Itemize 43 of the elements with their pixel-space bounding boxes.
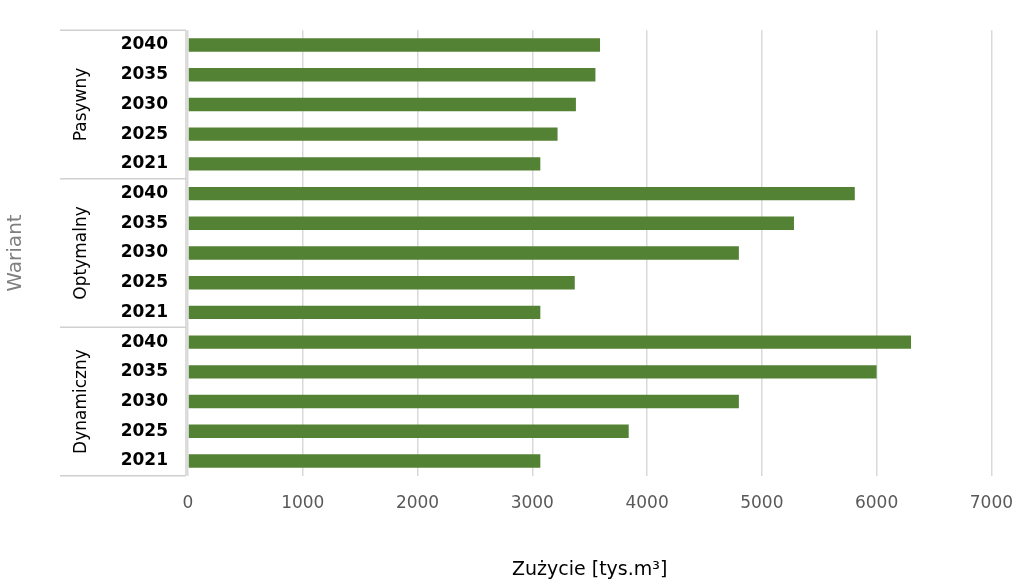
text: Optymalny <box>70 206 91 300</box>
y-tick-label: 2040 <box>120 182 169 203</box>
text: Dynamiczny <box>70 349 91 454</box>
y-tick-label: 2040 <box>120 33 169 54</box>
bar <box>188 454 541 468</box>
y-tick-label: 2021 <box>120 449 168 470</box>
y-tick-label: 2025 <box>120 271 168 292</box>
x-tick-label: 4000 <box>625 492 669 513</box>
bar <box>188 424 629 438</box>
x-tick-label: 7000 <box>969 492 1013 513</box>
x-tick-label: 3000 <box>510 492 554 513</box>
bar <box>188 38 601 52</box>
y-tick-label: 2030 <box>120 92 169 113</box>
x-tick-label: 5000 <box>740 492 784 513</box>
y-tick-label: 2030 <box>120 389 169 410</box>
bar <box>188 246 739 260</box>
y-tick-label: 2021 <box>120 152 168 173</box>
bar <box>188 335 912 349</box>
y-axis-title: Wariant <box>2 214 27 292</box>
y-tick-label: 2035 <box>120 360 168 381</box>
x-tick-label: 1000 <box>281 492 325 513</box>
bar <box>188 365 877 379</box>
bar <box>188 157 541 171</box>
x-tick-label: 0 <box>182 492 194 513</box>
y-tick-label: 2030 <box>120 241 169 262</box>
bar <box>188 394 739 409</box>
x-axis-title: Zużycie [tys.m³] <box>512 556 668 579</box>
y-tick-label: 2035 <box>120 63 168 84</box>
bar <box>188 127 558 141</box>
y-tick-label: 2035 <box>120 211 168 232</box>
text: Pasywny <box>70 67 91 142</box>
bar <box>188 276 575 290</box>
bar <box>188 97 576 112</box>
x-tick-label: 2000 <box>395 492 440 513</box>
y-tick-label: 2025 <box>120 419 168 440</box>
y-tick-label: 2021 <box>120 300 168 321</box>
x-tick-label: 6000 <box>854 492 899 513</box>
bar <box>188 186 855 201</box>
y-tick-label: 2025 <box>120 122 168 143</box>
bar <box>188 68 596 82</box>
bar <box>188 305 541 320</box>
y-tick-label: 2040 <box>120 330 169 351</box>
bar <box>188 216 794 230</box>
